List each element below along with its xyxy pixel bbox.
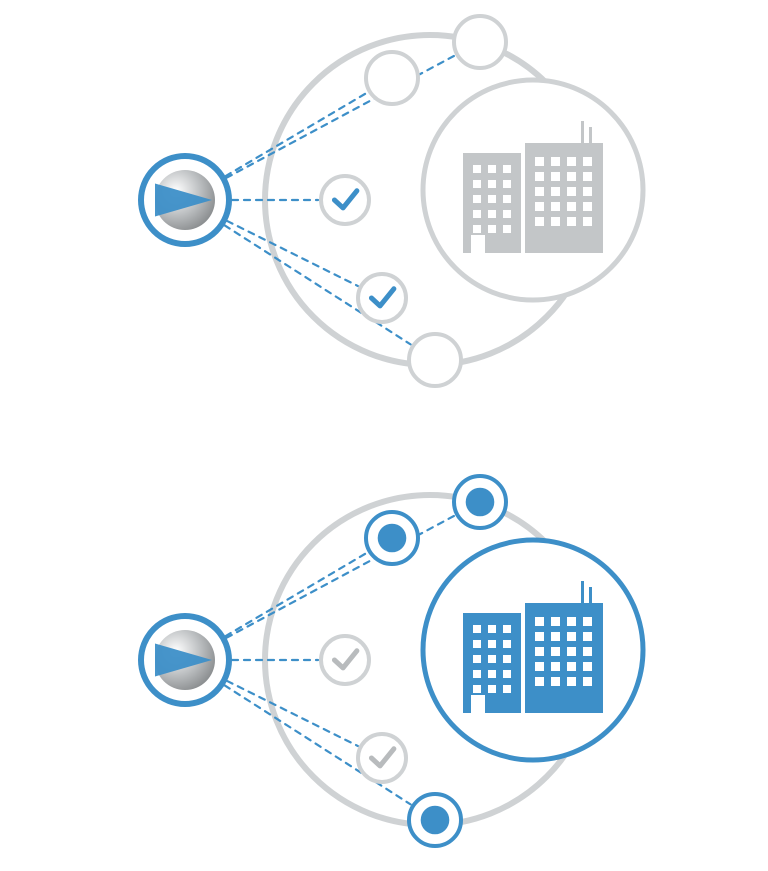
hub-node [141, 156, 229, 244]
connector-line [226, 56, 454, 178]
satellite-node [409, 334, 461, 386]
satellite-node [321, 636, 369, 684]
satellite-node [358, 734, 406, 782]
connector-line [227, 681, 358, 746]
connector-line [226, 516, 454, 638]
satellite-node [454, 476, 506, 528]
diagram-canvas [0, 0, 768, 871]
hub-node [141, 616, 229, 704]
satellite-node [409, 794, 461, 846]
satellite-node [454, 16, 506, 68]
satellite-node [358, 274, 406, 322]
satellite-node [366, 512, 418, 564]
panel-top [141, 16, 643, 386]
satellite-node [366, 52, 418, 104]
panel-bottom [141, 476, 643, 846]
satellite-node [321, 176, 369, 224]
connector-line [227, 221, 358, 286]
